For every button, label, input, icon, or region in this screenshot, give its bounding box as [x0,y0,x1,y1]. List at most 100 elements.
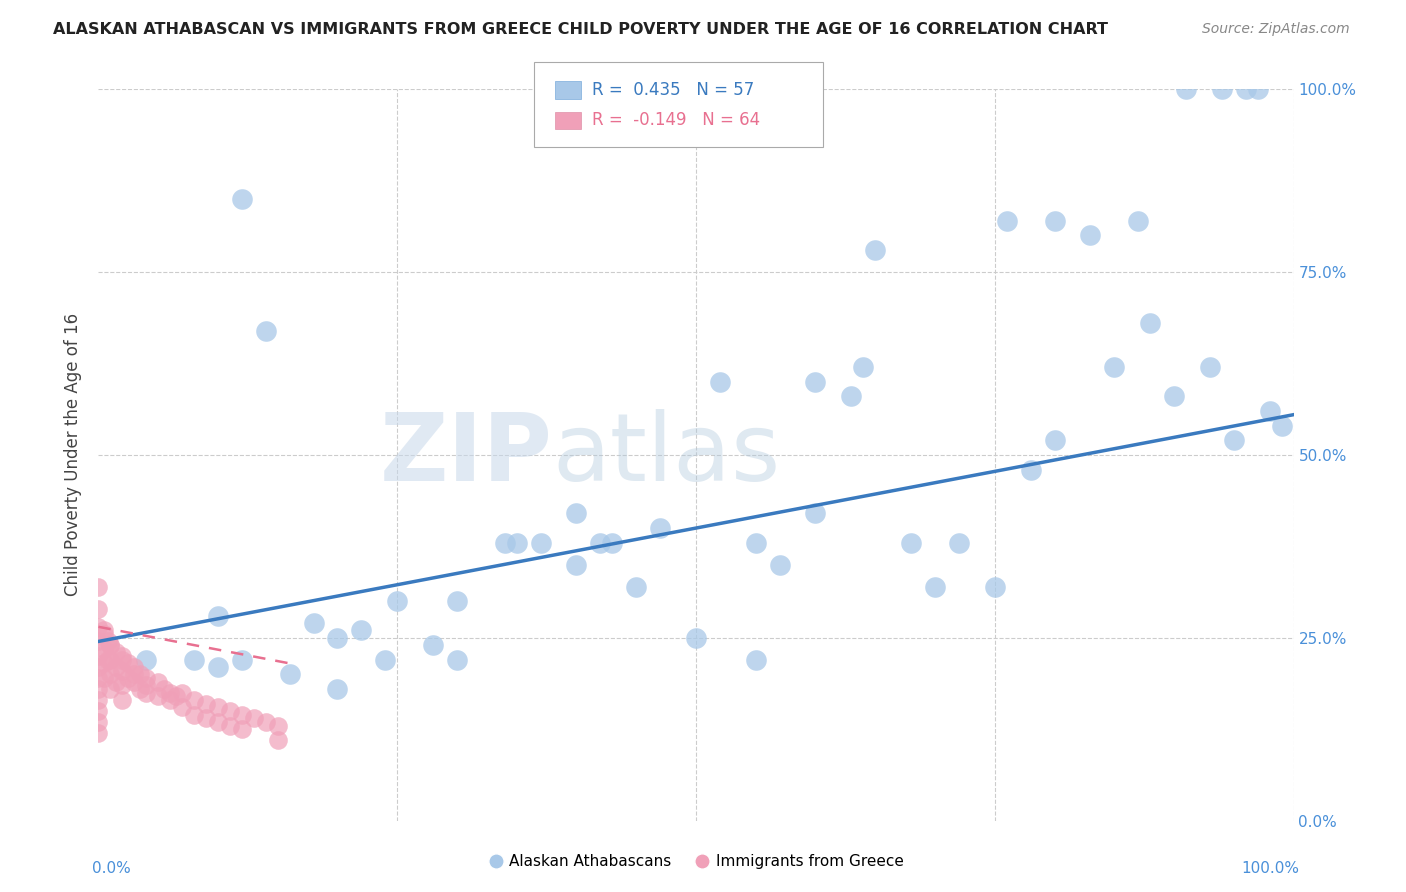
Text: 100.0%: 100.0% [1241,861,1299,876]
Point [219,718,242,732]
Point [900,535,922,549]
Point [117,671,139,685]
Point [207,660,229,674]
Point [231,723,253,737]
Point [87,693,110,707]
Point [350,624,373,638]
Point [374,653,396,667]
Point [148,690,170,704]
Point [207,608,229,623]
Point [172,686,194,700]
Point [243,711,266,725]
Point [865,243,887,257]
Point [219,704,242,718]
Point [129,667,152,681]
Point [87,671,110,685]
Point [159,686,181,700]
Point [948,535,970,549]
Point [207,700,229,714]
Point [87,660,110,674]
Point [422,638,444,652]
Text: 0.0%: 0.0% [93,861,131,876]
Point [231,707,253,722]
Point [804,507,827,521]
Point [165,690,187,704]
Point [172,700,194,714]
Point [1247,82,1270,96]
Point [506,535,529,549]
Point [565,507,588,521]
Point [648,521,672,535]
Point [602,535,624,549]
Point [254,714,277,729]
Text: ALASKAN ATHABASCAN VS IMMIGRANTS FROM GREECE CHILD POVERTY UNDER THE AGE OF 16 C: ALASKAN ATHABASCAN VS IMMIGRANTS FROM GR… [53,22,1108,37]
Point [1080,228,1102,243]
Point [159,693,181,707]
Point [1139,316,1161,330]
Point [1223,434,1246,448]
Legend: Alaskan Athabascans, Immigrants from Greece: Alaskan Athabascans, Immigrants from Gre… [482,848,910,875]
Point [709,375,731,389]
Point [111,693,134,707]
Point [124,660,146,674]
Point [1043,214,1066,228]
Text: R =  0.435   N = 57: R = 0.435 N = 57 [592,81,754,99]
Point [1128,214,1150,228]
Point [1211,82,1233,96]
Point [626,580,648,594]
Point [87,601,110,615]
Point [207,714,229,729]
Point [105,660,128,674]
Point [135,678,157,692]
Point [385,594,409,608]
Point [852,360,875,375]
Point [302,616,325,631]
Point [117,657,139,671]
Point [1258,404,1281,418]
Point [135,686,157,700]
Point [231,192,253,206]
Point [267,718,290,732]
Point [804,375,827,389]
Point [129,681,152,696]
Point [183,693,205,707]
Point [685,631,707,645]
Point [745,535,768,549]
Point [87,620,110,634]
Point [530,535,553,549]
Point [494,535,516,549]
Point [87,580,110,594]
Point [745,653,768,667]
Point [924,580,946,594]
Point [111,649,134,664]
Point [111,678,134,692]
Point [254,324,277,338]
Point [1104,360,1126,375]
Point [87,634,110,648]
Point [93,657,115,671]
Point [87,649,110,664]
Point [984,580,1007,594]
Point [183,707,205,722]
Point [326,681,349,696]
Text: ZIP: ZIP [380,409,553,501]
Point [135,653,157,667]
Point [111,664,134,678]
Y-axis label: Child Poverty Under the Age of 16: Child Poverty Under the Age of 16 [65,313,83,597]
Point [326,631,349,645]
Point [105,645,128,659]
Point [1043,434,1066,448]
Point [97,653,120,667]
Point [446,653,468,667]
Point [98,667,122,681]
Point [87,704,110,718]
Point [195,697,218,711]
Point [93,624,115,638]
Point [87,714,110,729]
Point [105,674,128,689]
Point [183,653,205,667]
Point [1163,389,1185,403]
Point [93,671,115,685]
Point [97,634,120,648]
Point [111,653,134,667]
